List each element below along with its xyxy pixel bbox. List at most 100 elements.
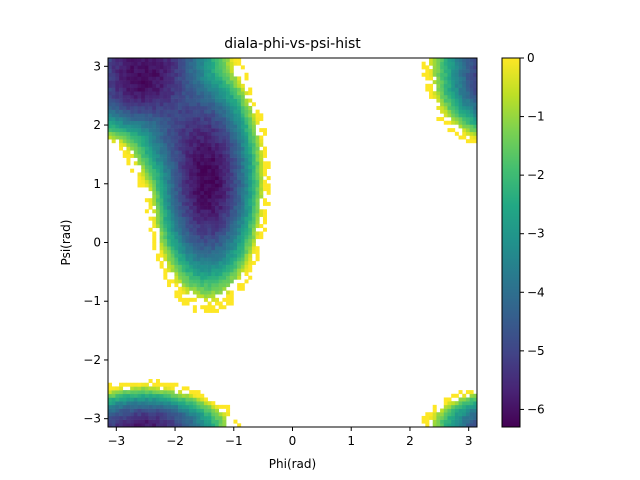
- heatmap-cell: [251, 153, 256, 158]
- heatmap-cell: [189, 220, 194, 225]
- heatmap-cell: [440, 109, 445, 114]
- heatmap-cell: [248, 105, 253, 110]
- heatmap-cell: [152, 220, 157, 225]
- heatmap-cell: [244, 216, 249, 221]
- heatmap-cell: [429, 76, 434, 81]
- heatmap-cell: [170, 83, 175, 88]
- heatmap-cell: [462, 393, 467, 398]
- heatmap-cell: [248, 231, 253, 236]
- heatmap-cell: [255, 161, 260, 166]
- heatmap-cell: [222, 135, 227, 140]
- heatmap-cell: [240, 220, 245, 225]
- heatmap-cell: [207, 190, 212, 195]
- heatmap-cell: [251, 150, 256, 155]
- heatmap-cell: [200, 412, 205, 417]
- heatmap-cell: [240, 176, 245, 181]
- heatmap-cell: [181, 198, 186, 203]
- heatmap-cell: [155, 393, 160, 398]
- heatmap-cell: [200, 238, 205, 243]
- heatmap-cell: [200, 113, 205, 118]
- heatmap-cell: [192, 72, 197, 77]
- heatmap-cell: [240, 194, 245, 199]
- heatmap-cell: [244, 238, 249, 243]
- heatmap-cell: [215, 279, 219, 284]
- heatmap-cell: [207, 146, 212, 151]
- heatmap-cell: [226, 80, 231, 85]
- heatmap-cell: [465, 120, 470, 125]
- heatmap-cell: [196, 153, 201, 158]
- heatmap-cell: [130, 404, 135, 409]
- heatmap-cell: [251, 238, 256, 243]
- heatmap-cell: [207, 423, 212, 427]
- heatmap-cell: [189, 87, 194, 92]
- heatmap-cell: [152, 165, 157, 169]
- heatmap-cell: [211, 98, 216, 103]
- heatmap-cell: [207, 98, 212, 103]
- heatmap-cell: [111, 404, 116, 409]
- heatmap-cell: [137, 135, 142, 140]
- heatmap-cell: [196, 408, 201, 413]
- heatmap-cell: [185, 124, 190, 129]
- heatmap-cell: [148, 72, 153, 77]
- heatmap-cell: [215, 227, 219, 232]
- heatmap-cell: [240, 268, 245, 273]
- heatmap-cell: [111, 91, 116, 96]
- heatmap-cell: [218, 179, 223, 184]
- heatmap-cell: [189, 419, 194, 424]
- heatmap-cell: [233, 268, 238, 273]
- x-tick-label: −3: [107, 434, 125, 448]
- heatmap-cell: [137, 183, 142, 188]
- heatmap-cell: [203, 238, 208, 243]
- heatmap-cell: [148, 176, 153, 181]
- heatmap-cell: [122, 109, 127, 114]
- heatmap-cell: [155, 183, 160, 188]
- heatmap-cell: [141, 412, 146, 417]
- heatmap-cell: [189, 183, 194, 188]
- heatmap-cell: [211, 187, 216, 192]
- heatmap-cell: [222, 94, 227, 99]
- heatmap-cell: [451, 415, 456, 420]
- heatmap-cell: [111, 135, 116, 140]
- heatmap-cell: [240, 109, 245, 114]
- heatmap-cell: [240, 187, 245, 192]
- heatmap-cell: [108, 61, 112, 66]
- heatmap-cell: [447, 91, 452, 96]
- heatmap-cell: [203, 264, 208, 269]
- heatmap-cell: [462, 131, 467, 136]
- heatmap-cell: [178, 235, 183, 240]
- heatmap-cell: [163, 168, 168, 173]
- heatmap-cell: [108, 135, 112, 140]
- heatmap-cell: [126, 113, 131, 118]
- heatmap-cell: [159, 220, 164, 225]
- heatmap-cell: [203, 209, 208, 214]
- heatmap-cell: [137, 393, 142, 398]
- heatmap-cell: [251, 227, 256, 232]
- heatmap-cell: [152, 390, 157, 395]
- heatmap-cell: [196, 268, 201, 273]
- heatmap-cell: [148, 404, 153, 409]
- heatmap-cell: [222, 246, 227, 251]
- heatmap-cell: [178, 253, 183, 258]
- heatmap-cell: [174, 69, 179, 74]
- heatmap-cell: [119, 393, 124, 398]
- heatmap-cell: [251, 131, 256, 136]
- heatmap-cell: [244, 279, 249, 284]
- heatmap-cell: [215, 61, 219, 66]
- heatmap-cell: [155, 412, 160, 417]
- heatmap-cell: [178, 401, 183, 406]
- heatmap-cell: [192, 297, 197, 302]
- heatmap-cell: [196, 249, 201, 254]
- heatmap-cell: [222, 194, 227, 199]
- heatmap-cell: [462, 102, 467, 107]
- heatmap-cell: [447, 72, 452, 77]
- heatmap-cell: [233, 179, 238, 184]
- heatmap-cell: [473, 102, 477, 107]
- heatmap-cell: [215, 246, 219, 251]
- heatmap-cell: [218, 139, 223, 144]
- heatmap-cell: [458, 61, 463, 66]
- heatmap-cell: [211, 283, 216, 288]
- heatmap-cell: [122, 128, 127, 133]
- heatmap-cell: [229, 61, 234, 66]
- heatmap-cell: [152, 153, 157, 158]
- heatmap-cell: [196, 212, 201, 217]
